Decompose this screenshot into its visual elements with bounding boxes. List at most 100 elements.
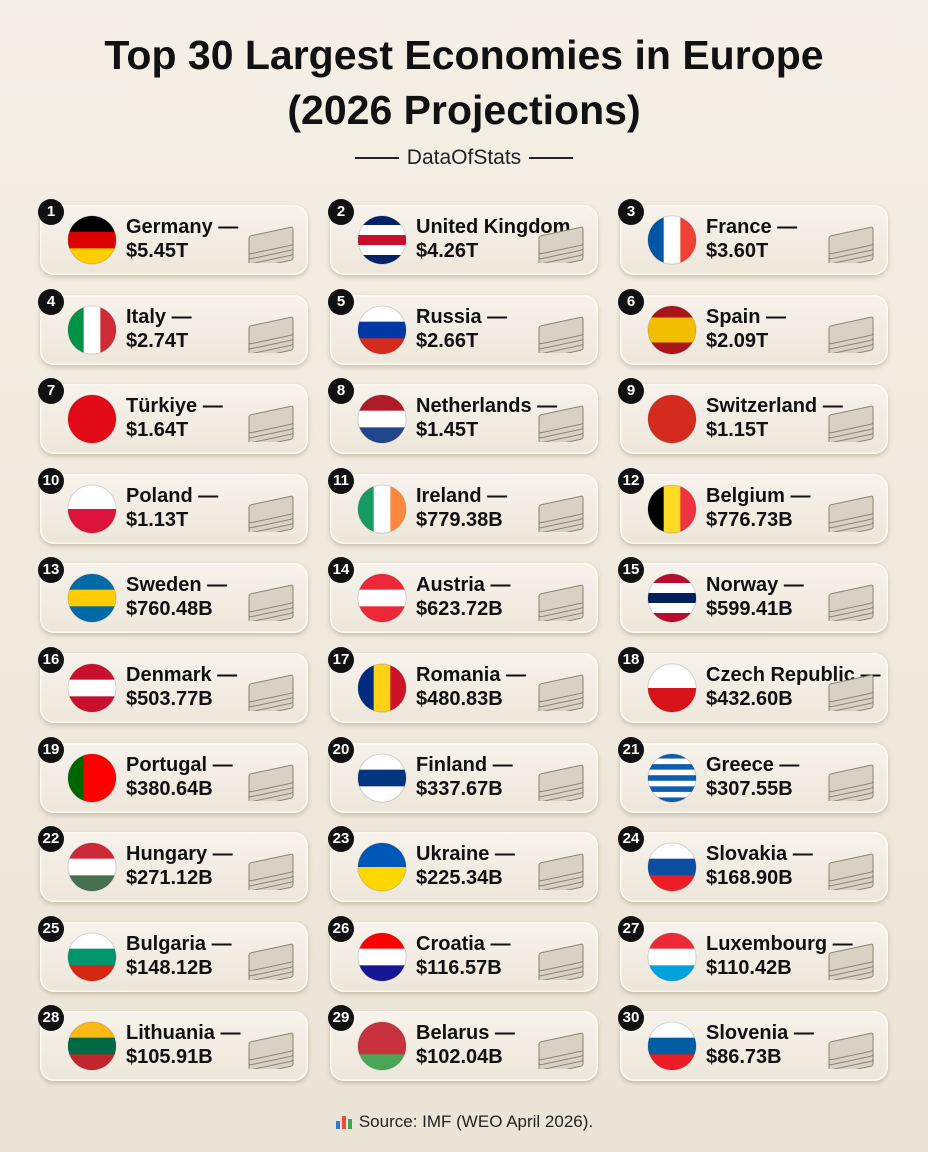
money-icon	[248, 764, 294, 801]
flag	[357, 573, 407, 623]
flag-rim	[647, 842, 697, 892]
rank-badge: 5	[328, 288, 354, 315]
flag-stripe	[358, 590, 406, 608]
money-icon	[828, 316, 874, 353]
rank-badge: 27	[618, 915, 644, 942]
flag	[357, 932, 407, 982]
gdp-value: $307.55B	[706, 777, 793, 800]
flag-stripes	[68, 843, 116, 892]
country-name: France —	[706, 216, 798, 238]
bill	[538, 585, 584, 613]
gdp-value: $271.12B	[126, 867, 213, 890]
bill	[248, 674, 294, 703]
flag-stripes	[68, 484, 116, 533]
flag-stripe	[648, 593, 696, 604]
flag-stripes	[358, 1022, 406, 1071]
country-name: Norway —	[706, 574, 804, 597]
flag	[647, 215, 697, 265]
flag-rim	[67, 753, 117, 803]
money-icon	[538, 853, 584, 891]
country-name: Bulgaria —	[126, 932, 232, 955]
flag	[647, 484, 697, 534]
flag-stripe	[648, 1054, 696, 1071]
money-icon	[248, 674, 294, 711]
flag-stripe	[358, 753, 406, 770]
flag-stripe	[648, 769, 696, 776]
flag-stripe	[390, 484, 406, 533]
country-name: Czech Republic —	[706, 664, 881, 686]
flag-stripe	[358, 337, 406, 354]
flag-rim	[67, 663, 117, 713]
flag-stripes	[68, 305, 116, 354]
flag-stripe	[648, 763, 696, 770]
flag-rim	[67, 573, 117, 623]
flag-stripe	[358, 867, 406, 892]
flag-stripe	[358, 427, 406, 444]
rank-badge: 18	[618, 647, 644, 673]
rank-badge: 10	[38, 467, 64, 494]
flag-stripe	[648, 780, 696, 787]
flag-stripe	[663, 484, 681, 533]
flag-stripe	[648, 875, 696, 892]
flag	[357, 305, 407, 355]
flag	[357, 663, 407, 713]
flag	[647, 394, 697, 444]
flag-rim	[67, 932, 117, 982]
gdp-value: $102.04B	[416, 1046, 503, 1069]
rank-badge: 30	[618, 1005, 644, 1032]
bill	[248, 585, 294, 613]
money-icon	[828, 764, 874, 801]
rank-badge: 13	[38, 557, 64, 584]
money-icon	[538, 943, 584, 980]
flag-stripes	[648, 305, 696, 354]
bill	[828, 1033, 874, 1061]
flag-stripe	[358, 410, 406, 429]
bill	[538, 316, 584, 344]
country-name: Italy —	[126, 305, 192, 328]
flag-stripe	[100, 753, 116, 802]
rank-badge: 21	[618, 736, 644, 763]
flag-stripe	[68, 216, 116, 233]
flag-stripe	[68, 858, 116, 877]
money-icon	[248, 943, 294, 980]
flag-stripe	[68, 606, 116, 623]
bill	[538, 1033, 584, 1061]
flag	[647, 932, 697, 982]
rank-badge: 26	[328, 915, 354, 942]
bill	[828, 316, 874, 344]
flag	[647, 753, 697, 803]
rank-badge: 11	[328, 467, 354, 494]
bill	[248, 943, 294, 972]
money-icon	[538, 1033, 584, 1070]
rank-badge: 6	[618, 288, 644, 315]
country-name: Netherlands —	[416, 395, 558, 418]
flag-stripe	[358, 235, 406, 246]
flag-rim	[647, 1021, 697, 1071]
flag-stripe	[83, 753, 101, 802]
bill	[828, 943, 874, 972]
source-row: Source: IMF (WEO April 2026).	[0, 1112, 928, 1132]
gdp-value: $110.42B	[706, 956, 792, 979]
country-name: Luxembourg —	[706, 932, 853, 955]
flag-stripe	[648, 613, 696, 623]
money-icon	[828, 495, 874, 532]
flag	[357, 394, 407, 444]
bill	[538, 853, 584, 882]
rank-badge: 17	[328, 647, 354, 673]
country-name: Russia —	[416, 305, 508, 328]
flag-rim	[67, 215, 117, 265]
flag-rim	[67, 842, 117, 892]
rank-badge: 25	[38, 915, 64, 942]
gdp-value: $503.77B	[126, 688, 213, 710]
flag-stripes	[68, 216, 116, 264]
bill	[248, 764, 294, 792]
money-icon	[248, 495, 294, 532]
gdp-value: $4.26T	[416, 240, 479, 262]
flag-stripes	[358, 843, 406, 892]
flag	[67, 305, 117, 355]
flag-stripe	[648, 843, 696, 860]
country-name: Slovakia —	[706, 843, 813, 866]
country-name: Sweden —	[126, 574, 228, 597]
flag	[67, 484, 117, 534]
